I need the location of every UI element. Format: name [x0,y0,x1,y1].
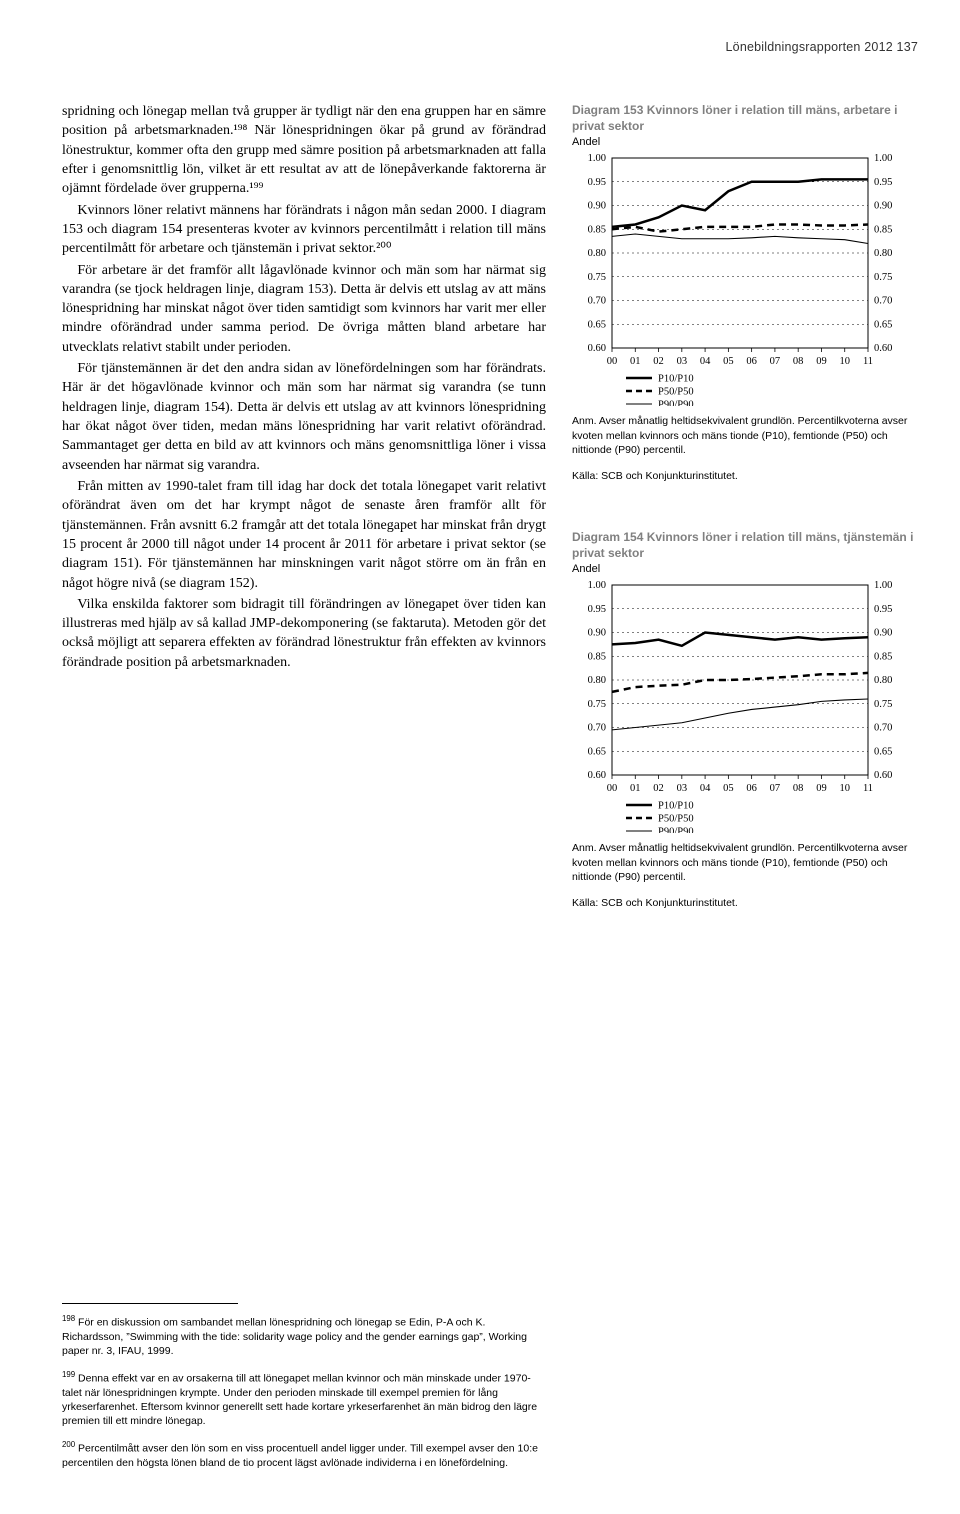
svg-text:04: 04 [700,356,711,367]
svg-text:03: 03 [677,356,688,367]
svg-text:1.00: 1.00 [874,580,892,591]
chart-153-note: Anm. Avser månatlig heltidsekvivalent gr… [572,414,918,457]
chart-154-source: Källa: SCB och Konjunkturinstitutet. [572,896,918,910]
footnote-200: 200 Percentilmått avser den lön som en v… [62,1440,546,1470]
chart-154-title: Diagram 154 Kvinnors löner i relation ti… [572,529,918,561]
svg-text:P90/P90: P90/P90 [658,400,694,407]
svg-text:1.00: 1.00 [588,580,606,591]
svg-text:0.90: 0.90 [588,201,606,212]
para-1: spridning och lönegap mellan två grupper… [62,102,546,199]
svg-text:0.80: 0.80 [588,675,606,686]
svg-text:05: 05 [723,783,734,794]
svg-text:0.60: 0.60 [874,343,892,354]
svg-text:00: 00 [607,356,618,367]
svg-text:02: 02 [653,356,664,367]
chart-154: Diagram 154 Kvinnors löner i relation ti… [572,529,918,910]
svg-text:09: 09 [816,783,827,794]
svg-text:10: 10 [839,356,850,367]
footnote-rule [62,1303,238,1304]
svg-text:P10/P10: P10/P10 [658,374,694,385]
svg-text:P50/P50: P50/P50 [658,387,694,398]
svg-text:05: 05 [723,356,734,367]
svg-text:0.95: 0.95 [588,177,606,188]
svg-text:08: 08 [793,356,804,367]
svg-text:0.65: 0.65 [588,747,606,758]
svg-text:1.00: 1.00 [588,153,606,164]
svg-text:P10/P10: P10/P10 [658,801,694,812]
running-header: Lönebildningsrapporten 2012 137 [62,40,918,54]
svg-text:0.60: 0.60 [588,770,606,781]
footnotes: 198 För en diskussion om sambandet mella… [62,1303,546,1482]
para-2: Kvinnors löner relativt männens har förä… [62,201,546,259]
svg-text:0.65: 0.65 [588,320,606,331]
svg-text:0.75: 0.75 [874,699,892,710]
svg-text:03: 03 [677,783,688,794]
svg-text:0.65: 0.65 [874,320,892,331]
svg-text:06: 06 [746,356,757,367]
svg-text:0.85: 0.85 [874,225,892,236]
svg-text:0.90: 0.90 [874,628,892,639]
svg-text:0.90: 0.90 [588,628,606,639]
svg-text:01: 01 [630,783,641,794]
svg-text:07: 07 [770,783,781,794]
svg-text:0.75: 0.75 [588,272,606,283]
chart-154-svg: 1.00 1.00 0.95 0.95 0.90 0.90 0.85 0.85 0.80 0.80… [572,577,908,833]
svg-text:0.80: 0.80 [588,248,606,259]
svg-text:0.95: 0.95 [588,604,606,615]
svg-text:0.95: 0.95 [874,177,892,188]
chart-153-title: Diagram 153 Kvinnors löner i relation ti… [572,102,918,134]
svg-text:11: 11 [863,783,873,794]
svg-text:0.70: 0.70 [874,296,892,307]
chart-153-sub: Andel [572,136,918,148]
svg-text:1.00: 1.00 [874,153,892,164]
svg-text:0.75: 0.75 [588,699,606,710]
svg-text:0.60: 0.60 [874,770,892,781]
svg-text:0.75: 0.75 [874,272,892,283]
svg-text:P90/P90: P90/P90 [658,827,694,834]
footnote-199: 199 Denna effekt var en av orsakerna til… [62,1370,546,1428]
svg-text:0.85: 0.85 [588,225,606,236]
svg-text:00: 00 [607,783,618,794]
para-6: Vilka enskilda faktorer som bidragit til… [62,595,546,672]
svg-text:0.70: 0.70 [874,723,892,734]
svg-text:01: 01 [630,356,641,367]
para-4: För tjänstemännen är det den andra sidan… [62,359,546,475]
svg-text:0.80: 0.80 [874,675,892,686]
svg-text:09: 09 [816,356,827,367]
svg-text:0.85: 0.85 [874,652,892,663]
svg-text:0.60: 0.60 [588,343,606,354]
svg-text:P50/P50: P50/P50 [658,814,694,825]
svg-text:06: 06 [746,783,757,794]
svg-text:0.70: 0.70 [588,296,606,307]
svg-text:0.85: 0.85 [588,652,606,663]
svg-text:11: 11 [863,356,873,367]
para-5: Från mitten av 1990-talet fram till idag… [62,477,546,593]
body-text: spridning och lönegap mellan två grupper… [62,102,546,674]
svg-text:08: 08 [793,783,804,794]
svg-text:0.70: 0.70 [588,723,606,734]
svg-text:04: 04 [700,783,711,794]
svg-text:02: 02 [653,783,664,794]
chart-153: Diagram 153 Kvinnors löner i relation ti… [572,102,918,483]
svg-text:0.90: 0.90 [874,201,892,212]
svg-text:10: 10 [839,783,850,794]
para-3: För arbetare är det framför allt lågavlö… [62,261,546,358]
svg-text:0.95: 0.95 [874,604,892,615]
footnote-198: 198 För en diskussion om sambandet mella… [62,1314,546,1358]
chart-154-note: Anm. Avser månatlig heltidsekvivalent gr… [572,841,918,884]
svg-text:0.80: 0.80 [874,248,892,259]
chart-154-sub: Andel [572,563,918,575]
chart-153-svg: 1.00 1.00 0.95 0.95 0.90 0.90 0.85 0.85 0.80 0.80… [572,150,908,406]
svg-text:0.65: 0.65 [874,747,892,758]
chart-153-source: Källa: SCB och Konjunkturinstitutet. [572,469,918,483]
svg-text:07: 07 [770,356,781,367]
